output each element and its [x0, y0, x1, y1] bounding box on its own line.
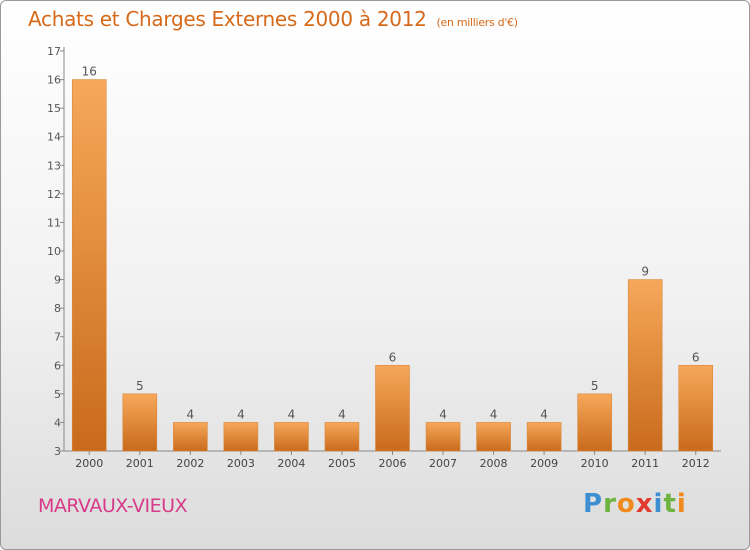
- data-label: 4: [490, 407, 498, 421]
- bar: [476, 422, 511, 452]
- y-tick-label: 4: [54, 416, 61, 429]
- bar: [122, 393, 158, 452]
- data-label: 4: [439, 407, 447, 421]
- data-label: 4: [540, 407, 548, 421]
- data-label: 6: [692, 350, 700, 364]
- data-label: 4: [288, 407, 296, 421]
- y-tick-label: 15: [47, 102, 61, 115]
- data-label: 4: [338, 407, 346, 421]
- y-tick-label: 3: [54, 445, 61, 458]
- chart-subtitle: (en milliers d'€): [436, 16, 518, 29]
- data-label: 5: [591, 379, 599, 393]
- y-tick-label: 6: [54, 359, 61, 372]
- x-tick-label: 2008: [480, 457, 508, 470]
- y-tick-label: 10: [47, 245, 61, 258]
- bar: [526, 422, 562, 452]
- x-tick-label: 2004: [277, 457, 305, 470]
- bar: [678, 364, 714, 452]
- data-label: 4: [237, 407, 245, 421]
- y-tick-label: 9: [54, 274, 61, 287]
- bar: [375, 364, 410, 452]
- data-label: 6: [389, 350, 397, 364]
- bar: [223, 422, 259, 452]
- data-label: 5: [136, 379, 144, 393]
- x-tick-label: 2000: [75, 457, 103, 470]
- x-tick-label: 2001: [126, 457, 154, 470]
- y-tick-label: 14: [47, 131, 61, 144]
- bar: [627, 279, 663, 452]
- x-tick-label: 2002: [176, 457, 204, 470]
- bar: [324, 422, 360, 452]
- chart-title-text: Achats et Charges Externes 2000 à 2012: [28, 7, 427, 31]
- data-label: 4: [187, 407, 195, 421]
- y-tick-label: 13: [47, 159, 61, 172]
- x-tick-label: 2009: [530, 457, 558, 470]
- proxiti-logo: Proxiti: [583, 489, 687, 519]
- y-tick-label: 17: [47, 45, 61, 58]
- bar: [274, 422, 309, 452]
- bar: [425, 422, 461, 452]
- y-tick-label: 16: [47, 74, 61, 87]
- place-name: MARVAUX-VIEUX: [38, 495, 188, 517]
- bar: [173, 422, 208, 452]
- bar: [71, 79, 107, 452]
- x-tick-label: 2003: [227, 457, 255, 470]
- data-label: 16: [82, 65, 97, 79]
- x-tick-label: 2011: [631, 457, 659, 470]
- bar: [577, 393, 612, 452]
- x-tick-label: 2007: [429, 457, 457, 470]
- x-tick-label: 2005: [328, 457, 356, 470]
- x-tick-label: 2012: [682, 457, 710, 470]
- data-label: 9: [641, 265, 649, 279]
- x-tick-label: 2010: [581, 457, 609, 470]
- y-tick-label: 11: [47, 216, 61, 229]
- chart-title: Achats et Charges Externes 2000 à 2012 (e…: [28, 7, 518, 31]
- y-tick-label: 12: [47, 188, 61, 201]
- y-tick-label: 5: [54, 388, 61, 401]
- y-tick-label: 8: [54, 302, 61, 315]
- y-tick-label: 7: [54, 331, 61, 344]
- x-tick-label: 2006: [379, 457, 407, 470]
